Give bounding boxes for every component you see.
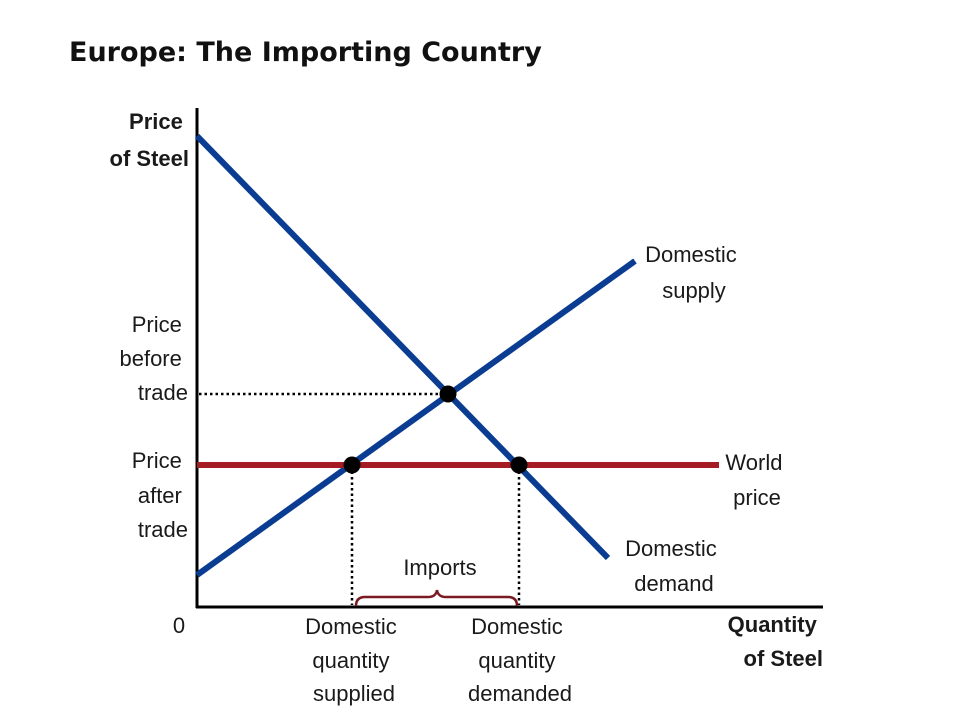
domestic-demand-curve bbox=[194, 133, 611, 561]
domestic-supply-label: Domestic supply bbox=[645, 242, 743, 303]
y-axis-label: Price of Steel bbox=[110, 109, 189, 171]
equilibrium-before-trade-point bbox=[439, 385, 457, 403]
quantity-demanded-point bbox=[510, 456, 528, 474]
quantity-supplied-point bbox=[343, 456, 361, 474]
imports-label: Imports bbox=[403, 555, 476, 580]
domestic-demand-label: Domestic demand bbox=[625, 536, 723, 596]
axes bbox=[195, 108, 823, 609]
origin-label: 0 bbox=[173, 613, 185, 638]
imports-brace bbox=[354, 589, 519, 607]
quantity-supplied-label: Domestic quantity supplied bbox=[305, 614, 403, 706]
price-before-trade-label: Price before trade bbox=[119, 312, 188, 405]
domestic-supply-curve bbox=[195, 258, 637, 578]
price-after-trade-label: Price after trade bbox=[132, 448, 188, 542]
x-axis-label: Quantity of Steel bbox=[728, 612, 823, 671]
quantity-demanded-label: Domestic quantity demanded bbox=[468, 614, 572, 706]
diagram-title: Europe: The Importing Country bbox=[69, 37, 542, 68]
world-price-label: World price bbox=[725, 450, 788, 510]
